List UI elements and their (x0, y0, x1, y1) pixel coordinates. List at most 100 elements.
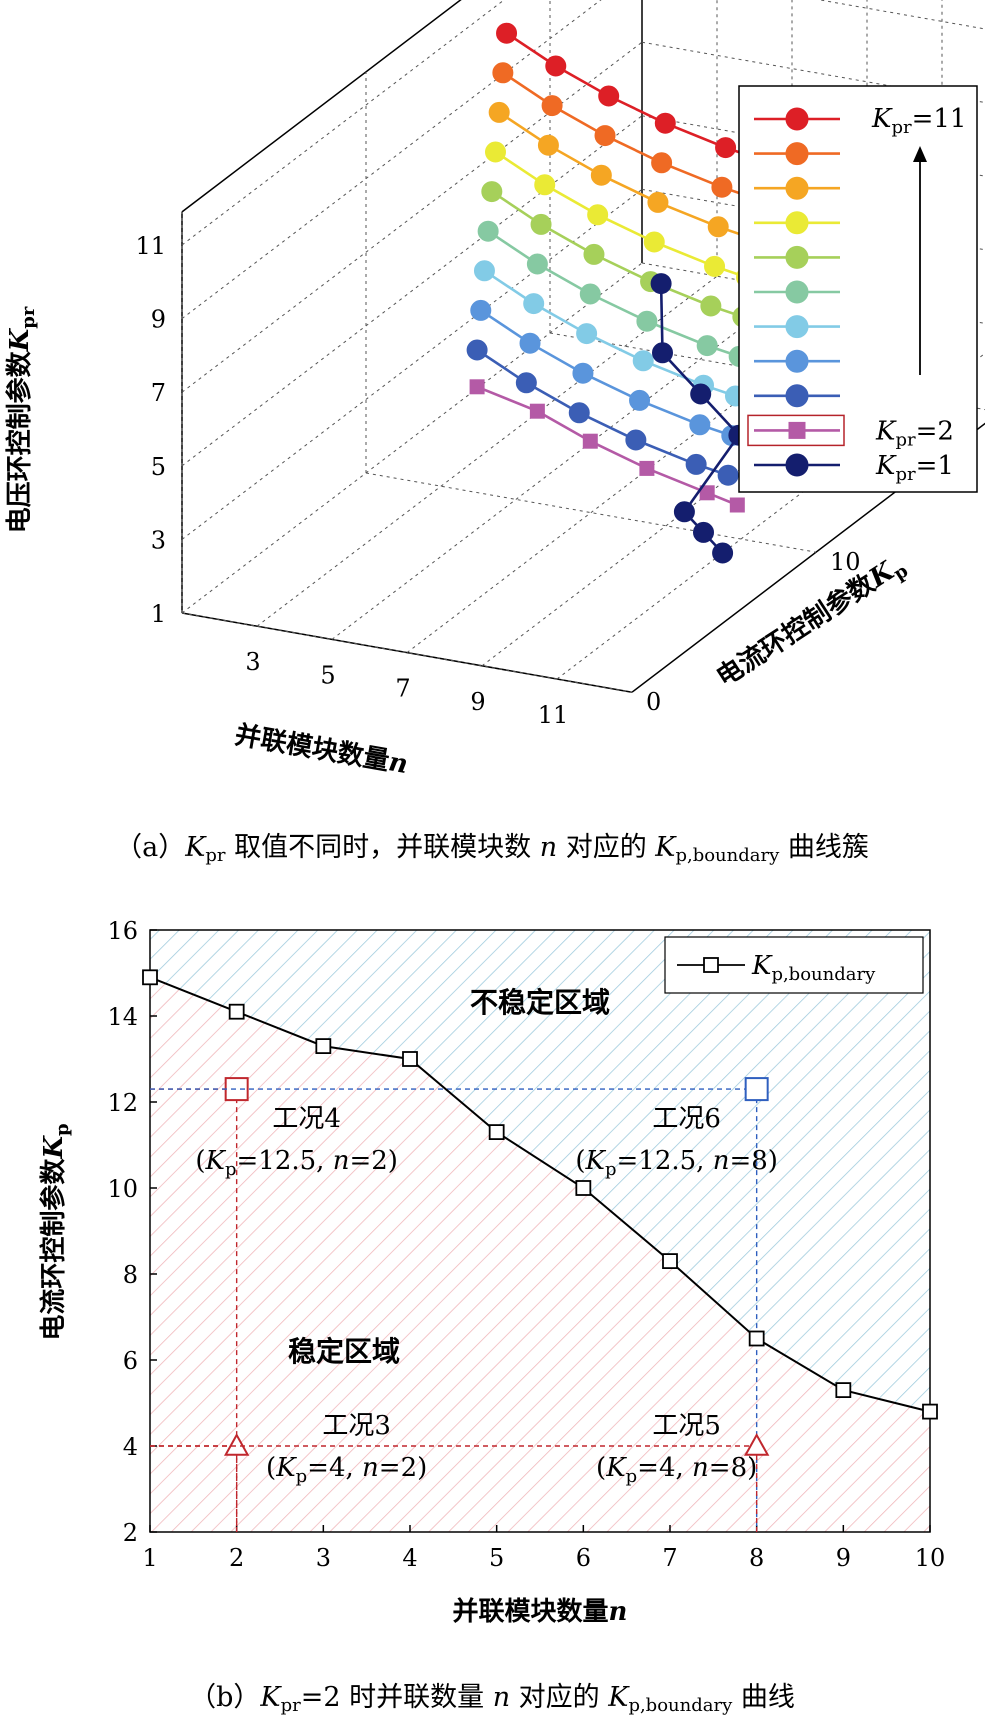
a-series-point-kpr-3 (717, 464, 739, 486)
a-series-point-kpr-4 (470, 299, 492, 321)
chart-a-caption-mid2: 对应的 (557, 832, 655, 863)
chart-b-y-axis-title-var: K (39, 1135, 69, 1160)
a-x-tick-label: 3 (245, 648, 260, 676)
a-series-point-kpr-2 (529, 403, 545, 419)
chart-b-caption-k: K (259, 1682, 282, 1713)
chart-a-tick-labels: 135791135791101020 (135, 232, 861, 729)
b-case-params-part: p (605, 1159, 617, 1180)
chart-b-series (142, 969, 938, 1420)
b-case-params-part: n (362, 1453, 379, 1483)
b-x-tick-label: 6 (576, 1544, 591, 1572)
b-boundary-point (142, 969, 158, 986)
a-y-tick-label: 10 (830, 548, 861, 576)
b-case-marker (223, 1432, 250, 1456)
a-grid-kp-floor (181, 612, 633, 693)
chart-a-caption-k: K (184, 832, 207, 863)
b-boundary-point (748, 1330, 765, 1347)
b-y-tick-label: 14 (107, 1003, 138, 1031)
a-legend-marker (785, 315, 809, 339)
b-x-tick-label: 10 (915, 1544, 946, 1572)
b-case-params-part: p (296, 1466, 308, 1487)
b-case-params-part: ( (266, 1453, 276, 1483)
a-series-point-kpr-6 (526, 253, 548, 275)
chart-a-x-axis-title-var: n (386, 747, 410, 780)
a-series-point-kpr-3 (625, 429, 647, 451)
a-z-tick-label: 9 (151, 306, 166, 334)
chart-b-caption-n: n (493, 1682, 510, 1713)
b-case-marker (743, 1432, 770, 1456)
a-series-point-kpr-5 (632, 350, 654, 372)
a-series-point-kpr-10 (492, 62, 514, 84)
a-series-point-kpr-11 (654, 112, 676, 134)
b-boundary-line (149, 976, 931, 1413)
chart-b-caption-prefix: （b） (189, 1682, 260, 1713)
a-series-point-kpr-6 (579, 283, 601, 305)
a-series-point-kpr-9 (590, 164, 612, 186)
a-legend-label-sub: pr (895, 429, 916, 450)
chart-a-z-axis-title-sub: pr (18, 306, 39, 329)
unstable-region (150, 930, 930, 1412)
a-grid-n-floor (331, 289, 793, 640)
stable-region-label: 稳定区域 (288, 1335, 400, 1368)
b-case-params-part: =8) (729, 1146, 777, 1176)
chart-a-caption-k2: K (654, 832, 677, 863)
a-series-line-kpr-2 (476, 385, 738, 507)
a-series-point-kpr-3 (568, 402, 590, 424)
b-x-tick-label: 7 (662, 1544, 677, 1572)
chart-a-caption-suffix: 曲线簇 (779, 832, 869, 863)
a-x-tick-label: 11 (538, 701, 569, 729)
a-series-point-kpr-2 (469, 379, 485, 395)
a-legend-marker (785, 245, 809, 269)
a-series-point-kpr-9 (647, 191, 669, 213)
chart-b-legend: Kp,boundary (664, 936, 924, 994)
b-boundary-point (488, 1124, 505, 1140)
a-series-point-kpr-1 (650, 273, 672, 295)
chart-b-caption: （b）Kpr=2 时并联数量 n 对应的 Kp,boundary 曲线 (189, 1682, 795, 1716)
b-x-tick-label: 1 (142, 1544, 157, 1572)
b-x-tick-label: 9 (836, 1544, 851, 1572)
b-y-tick-label: 8 (123, 1261, 138, 1289)
b-y-tick-label: 16 (107, 917, 138, 945)
stable-region (150, 977, 930, 1532)
a-series-point-kpr-2 (699, 485, 715, 501)
b-boundary-point (315, 1038, 332, 1054)
chart-a-caption-mid: 取值不同时，并联模块数 (226, 832, 540, 863)
b-case-params-part: n (692, 1453, 709, 1483)
a-series-point-kpr-10 (594, 125, 616, 147)
a-legend-marker (785, 107, 809, 131)
b-case-params-part: =12.5, (617, 1146, 713, 1176)
chart-a-y-axis-title-text: 电流环控制参数 (711, 567, 881, 693)
chart-a-y-axis-title: 电流环控制参数Kp (711, 549, 912, 697)
a-series-point-kpr-3 (515, 372, 537, 394)
chart-a-caption: （a）Kpr 取值不同时，并联模块数 n 对应的 Kp,boundary 曲线簇 (115, 832, 869, 866)
a-legend-label-value: =1 (916, 451, 954, 481)
a-series-point-kpr-3 (685, 453, 707, 475)
a-series-point-kpr-1 (693, 521, 714, 543)
b-case-params: (Kp=12.5, n=8) (575, 1146, 778, 1180)
chart-a-z-axis-title-text: 电压环控制参数 (4, 350, 35, 533)
a-series-point-kpr-11 (496, 22, 518, 44)
a-grid-z-left (181, 115, 643, 467)
a-z-tick-label: 3 (151, 526, 166, 554)
b-case-params: (Kp=4, n=8) (596, 1453, 757, 1487)
b-case-params-part: p (626, 1466, 638, 1487)
chart-a-x-axis-title-text: 并联模块数量 (233, 719, 392, 777)
unstable-region-label: 不稳定区域 (470, 986, 610, 1019)
b-case-params-part: n (333, 1146, 350, 1176)
a-series-point-kpr-11 (598, 85, 620, 107)
b-case-name: 工况5 (652, 1411, 721, 1441)
a-series-point-kpr-1 (673, 501, 695, 523)
a-legend-label-value: =2 (916, 416, 954, 446)
a-legend-label-value: =11 (912, 104, 967, 134)
chart-a-z-axis-title-var: K (5, 327, 35, 352)
a-legend-marker (785, 280, 809, 304)
a-z-tick-label: 5 (151, 453, 166, 481)
chart-a-caption-k2sub: p,boundary (675, 845, 780, 866)
b-case-params-part: ( (195, 1146, 205, 1176)
chart-b-caption-ksub: pr (281, 1695, 302, 1716)
a-series-point-kpr-2 (639, 460, 655, 476)
b-case-params-part: n (713, 1146, 730, 1176)
a-series-point-kpr-8 (485, 141, 506, 163)
